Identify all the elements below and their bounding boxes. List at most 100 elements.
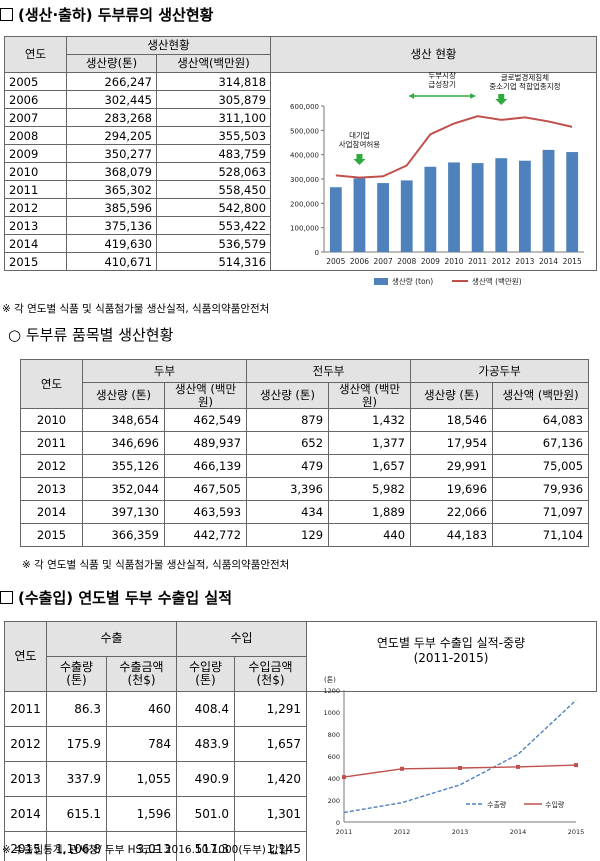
table-row: 2011 346,696 489,937 652 1,377 17,954 67,136 [20,431,590,456]
year-cell: 2008 [4,126,67,145]
legend-label: 수입량 [545,801,565,809]
legend-label: 생산량 (ton) [392,276,433,286]
value-cell: 1,145 [234,831,307,861]
value-cell: 3,396 [246,477,330,502]
year-cell: 2011 [4,691,47,727]
y-tick-label: 200,000 [290,200,319,208]
table-row: 2013 352,044 467,505 3,396 5,982 19,696 79,936 [20,477,590,502]
value-cell: 879 [246,408,330,433]
table-row: 2015 366,359 442,772 129 440 44,183 71,104 [20,523,590,548]
qty-cell: 365,302 [66,180,157,199]
series-point [574,763,578,768]
col-import: 수입 [176,621,307,657]
x-tick-label: 2013 [452,828,469,836]
value-cell: 346,696 [82,431,165,456]
trade-chart-cell [306,621,597,692]
y-tick-label: 200 [328,797,340,805]
y-tick-label: 400,000 [290,152,319,160]
value-cell: 355,126 [82,454,165,479]
value-cell: 483.9 [176,726,235,762]
table-row: 2010 368,079 528,063 [4,162,597,181]
annotation: 글로벌경제침체 중소기업 적합업종지정 [489,72,560,91]
table-row: 2014 397,130 463,593 434 1,889 22,066 71,097 [20,500,590,525]
value-cell: 29,991 [410,454,494,479]
value-cell: 3,013 [106,831,177,861]
trade-table: 연도 수출 수입 수출량 (톤) 수출금액 (천$) 수입량 (톤) 수입금액 … [4,621,597,861]
qty-cell: 410,671 [66,252,157,271]
table-row: 2009 350,277 483,759 [4,144,597,163]
production-table: 연도 생산현황 생산 현황 생산량(톤) 생산액(백만원) 2005 266,24… [4,36,598,271]
value-cell: 397,130 [82,500,165,525]
y-tick-label: 100,000 [290,225,319,233]
value-cell: 490.9 [176,761,235,797]
value-cell: 79,936 [492,477,590,502]
bar [377,183,389,252]
value-cell: 408.4 [176,691,235,727]
col-whole-tofu: 전두부 [246,359,412,383]
product-table: 연도 두부 전두부 가공두부 생산량 (톤) 생산액 (백만원) 생산량 (톤) 생산… [20,358,590,548]
year-cell: 2014 [4,234,67,253]
value-cell: 501.0 [176,796,235,832]
x-tick-label: 2007 [374,257,393,266]
year-cell: 2013 [4,216,67,235]
value-cell: 348,654 [82,408,165,433]
series-line [335,115,573,179]
col-year: 연도 [20,358,83,410]
value-cell: 366,359 [82,523,165,548]
checkbox-square-icon [0,8,13,21]
x-tick-label: 2009 [421,257,440,266]
amt-cell: 536,579 [155,234,272,253]
x-tick-label: 2010 [444,257,463,266]
col-amt: 생산액(백만원) [155,54,272,73]
series-point [342,775,346,780]
col-export-qty: 수출량 (톤) [46,656,107,692]
value-cell: 784 [106,726,177,762]
table-row: 2014 615.1 1,596 501.0 1,301 [4,796,597,832]
series-point [516,764,520,769]
value-cell: 337.9 [46,761,107,797]
value-cell: 1,596 [106,796,177,832]
col-import-amt: 수입금액 (천$) [234,656,307,692]
checkbox-square-icon [0,591,13,604]
table-row: 2006 302,445 305,879 [4,90,597,109]
value-cell: 22,066 [410,500,494,525]
amt-cell: 305,879 [155,90,272,109]
y-tick-label: 1200 [323,687,340,695]
value-cell: 434 [246,500,330,525]
col-amt: 생산액 (백만원) [163,381,248,410]
value-cell: 440 [328,523,412,548]
year-cell: 2007 [4,108,67,127]
trade-chart: (톤) 0 200 400 600 800 1000 1200 2011 2012 2013 2014… [323,676,584,836]
legend-label: 생산액 (백만원) [472,276,522,286]
bar [471,163,484,252]
year-cell: 2011 [20,431,83,456]
legend-label: 수출량 [487,800,507,809]
year-cell: 2015 [4,252,67,271]
year-cell: 2009 [4,144,67,163]
y-tick-label: 1000 [323,709,340,717]
value-cell: 17,954 [410,431,494,456]
year-cell: 2015 [4,831,47,861]
value-cell: 44,183 [410,523,494,548]
y-tick-label: 400 [328,775,340,783]
value-cell: 5,982 [328,477,412,502]
x-tick-label: 2006 [350,257,369,266]
value-cell: 1,657 [234,726,307,762]
year-cell: 2006 [4,90,67,109]
amt-cell: 314,818 [155,72,272,91]
value-cell: 1,291 [234,691,307,727]
section2-note: ※ 각 연도별 식품 및 식품첨가물 생산실적, 식품의약품안전처 [22,559,290,571]
year-cell: 2010 [20,408,83,433]
x-tick-label: 2014 [539,257,558,266]
value-cell: 1,657 [328,454,412,479]
qty-cell: 266,247 [66,72,157,91]
y-axis-unit: (톤) [324,676,336,684]
section1-title: (생산·출하) 두부류의 생산현황 [0,4,213,25]
y-tick-label: 600,000 [290,103,319,111]
x-tick-label: 2011 [336,828,353,836]
section3-title: (수출입) 연도별 두부 수출입 실적 [0,587,232,608]
amt-cell: 542,800 [155,198,272,217]
table-row: 2011 86.3 460 408.4 1,291 [4,691,597,727]
arrow-down-icon [495,94,508,105]
y-tick-label: 500,000 [290,127,319,135]
